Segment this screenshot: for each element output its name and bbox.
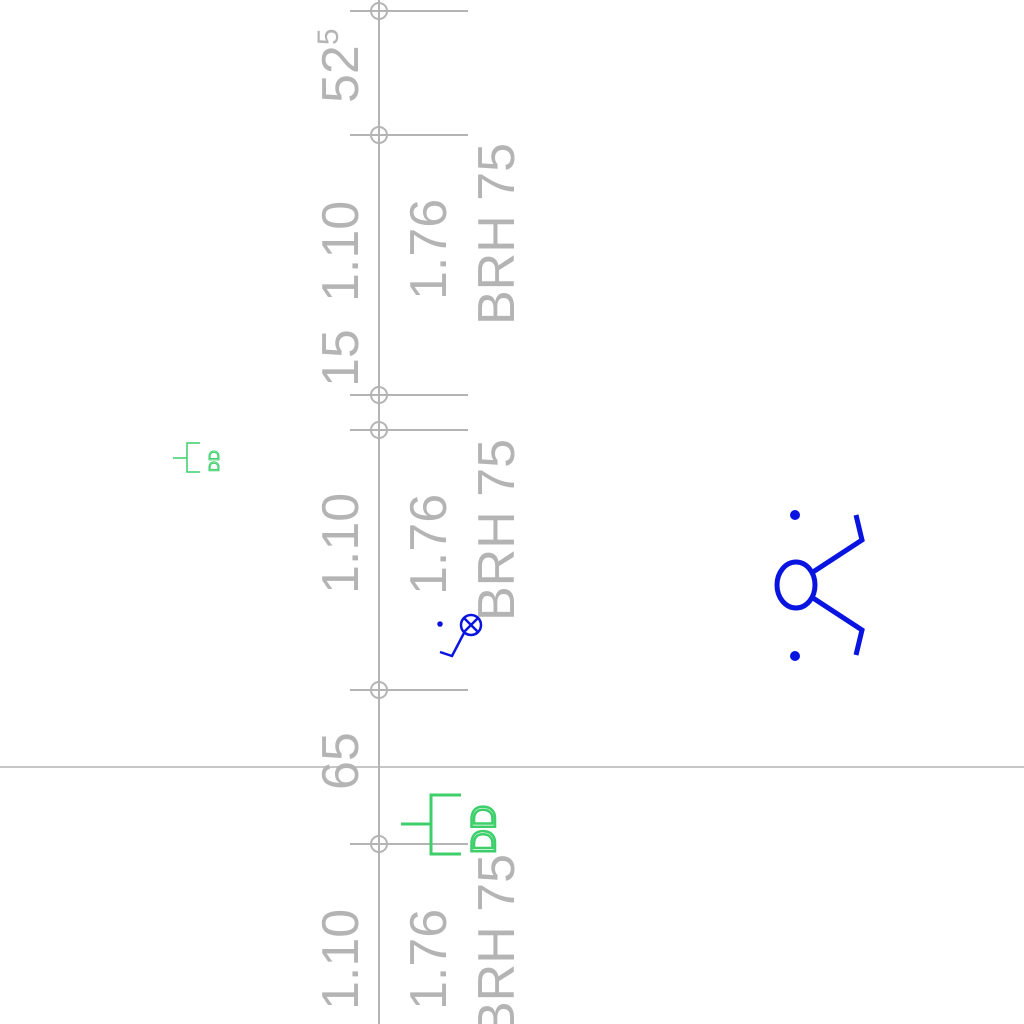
- dim-bottom-height: 1.10: [312, 909, 370, 1010]
- dim-mid-label: BRH 75: [468, 439, 526, 621]
- dimension-tick: [350, 386, 468, 404]
- dim-upper-sill: 1.76: [400, 199, 458, 300]
- large-dd-symbol: DD: [401, 793, 504, 856]
- dim-upper-height: 1.10: [312, 201, 370, 302]
- dimension-tick: [350, 126, 468, 144]
- dim-upper-label: BRH 75: [468, 143, 526, 325]
- dim-bottom-sill: 1.76: [400, 909, 458, 1010]
- dim-bottom-label: BRH 75: [468, 854, 526, 1024]
- lamp-outlet-icon: [774, 510, 865, 661]
- dim-lower-value: 65: [312, 732, 370, 790]
- dim-upper-depth: 15: [312, 329, 370, 387]
- dimension-tick: [350, 421, 468, 439]
- dimension-tick: [350, 681, 468, 699]
- dimension-tick: [350, 2, 468, 20]
- small-dd-label: DD: [206, 450, 223, 472]
- dimension-tick: [350, 835, 468, 853]
- dim-top-value: 525: [312, 28, 370, 103]
- small-dd-symbol: DD: [173, 442, 224, 473]
- large-dd-label: DD: [465, 805, 503, 854]
- switch-icon: [437, 613, 483, 658]
- dim-mid-sill: 1.76: [400, 494, 458, 595]
- dim-mid-height: 1.10: [312, 493, 370, 594]
